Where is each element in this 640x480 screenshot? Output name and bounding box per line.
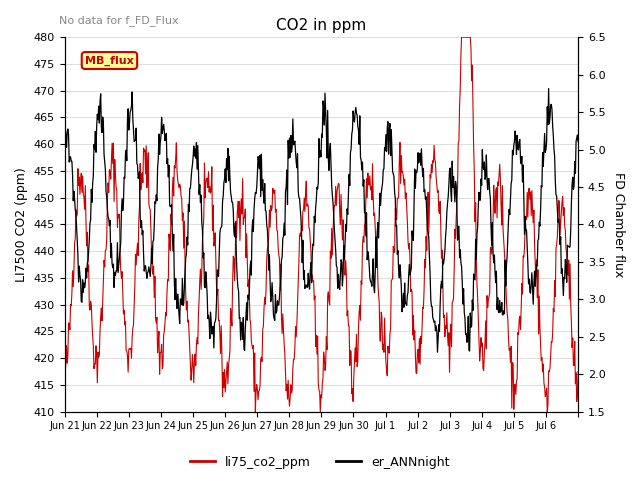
Text: MB_flux: MB_flux [85, 55, 134, 66]
Y-axis label: LI7500 CO2 (ppm): LI7500 CO2 (ppm) [15, 167, 28, 282]
Y-axis label: FD Chamber flux: FD Chamber flux [612, 172, 625, 277]
Legend: li75_co2_ppm, er_ANNnight: li75_co2_ppm, er_ANNnight [186, 451, 454, 474]
Text: No data for f_FD_Flux: No data for f_FD_Flux [60, 15, 179, 25]
Title: CO2 in ppm: CO2 in ppm [276, 18, 367, 33]
